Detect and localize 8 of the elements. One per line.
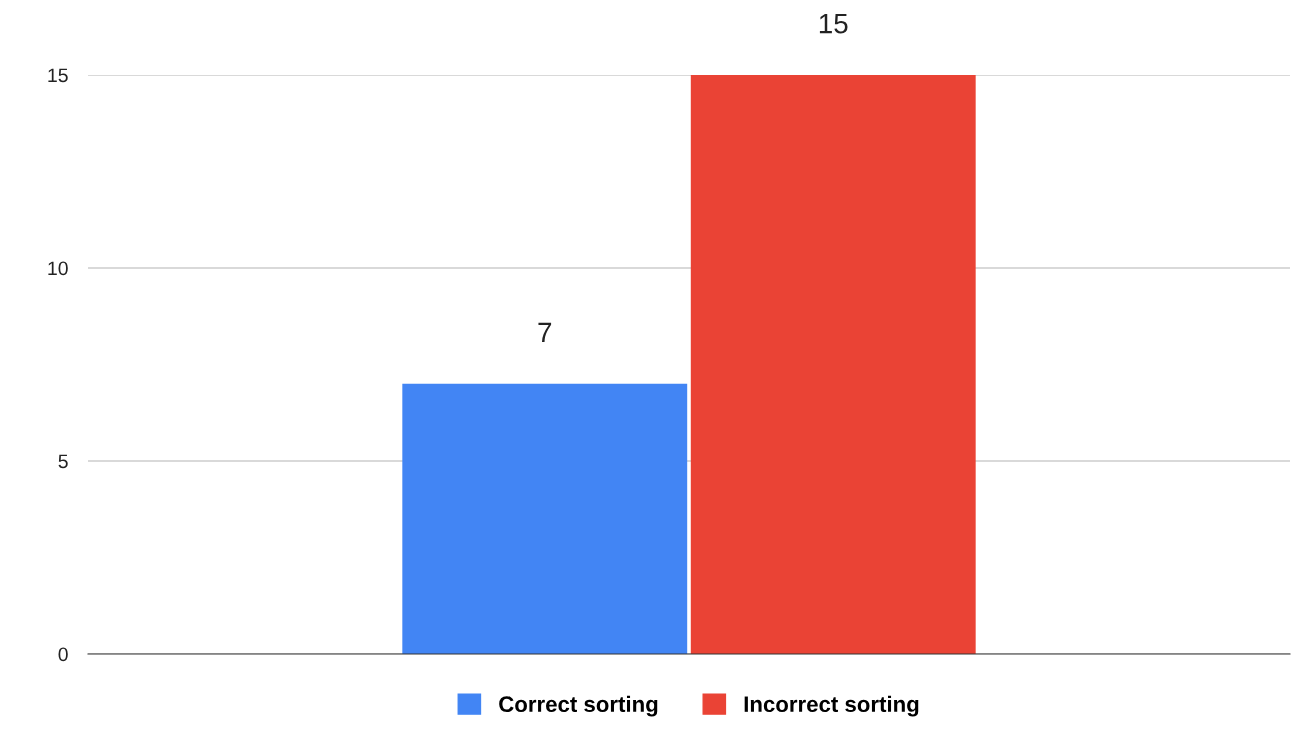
y-tick-label: 15 xyxy=(48,68,68,83)
legend-label: Incorrect sorting xyxy=(744,695,919,717)
data-label: 15 xyxy=(819,14,848,34)
y-tick-label: 10 xyxy=(48,261,68,276)
y-tick-label: 0 xyxy=(58,647,68,662)
data-label: 7 xyxy=(538,322,552,342)
y-tick-label: 5 xyxy=(58,454,68,469)
legend-label: Correct sorting xyxy=(499,695,658,717)
